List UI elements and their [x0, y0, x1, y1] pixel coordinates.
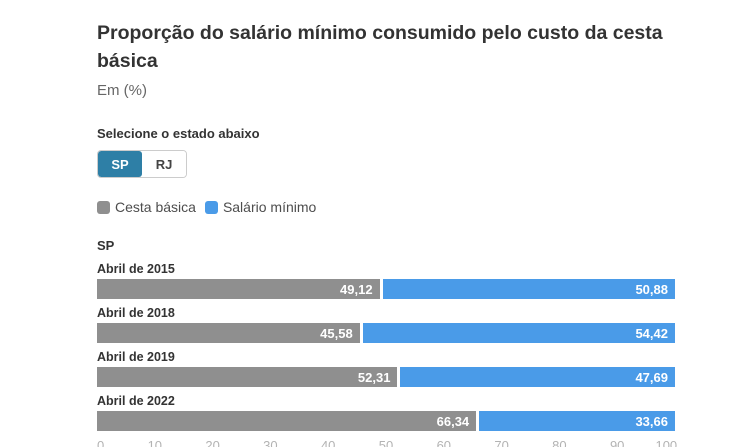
x-axis-tick: 40 — [320, 438, 336, 447]
bar-segment-salario-minimo: 50,88 — [382, 279, 675, 300]
x-axis-tick: 10 — [147, 438, 163, 447]
x-axis-tick: 60 — [436, 438, 452, 447]
x-axis-tick: 0 — [97, 438, 105, 447]
x-axis-tick: 90 — [609, 438, 625, 447]
chart-legend: Cesta básica Salário mínimo — [97, 199, 675, 215]
state-button-sp[interactable]: SP — [98, 151, 142, 178]
legend-item-cesta-basica: Cesta básica — [97, 199, 196, 215]
bar-segment-cesta-basica: 49,12 — [97, 279, 380, 300]
x-axis-tick: 20 — [205, 438, 220, 447]
legend-swatch-gray-icon — [97, 200, 110, 214]
bar-track: 66,34 33,66 — [97, 411, 675, 432]
chart-card: Proporção do salário mínimo consumido pe… — [97, 22, 678, 447]
page-subtitle: Em (%) — [97, 82, 147, 100]
state-selector: SP RJ — [97, 150, 187, 179]
chart-rows: Abril de 2015 49,12 50,88 Abril de 2018 45,5… — [97, 262, 675, 432]
bar-segment-salario-minimo: 33,66 — [479, 411, 675, 432]
bar-segment-cesta-basica: 52,31 — [97, 367, 398, 388]
x-axis-tick: 30 — [263, 438, 278, 447]
chart-row: Abril de 2015 49,12 50,88 — [97, 262, 675, 300]
row-label: Abril de 2015 — [97, 262, 175, 277]
row-label: Abril de 2022 — [97, 394, 175, 409]
x-axis-tick: 50 — [378, 438, 394, 447]
page-title: Proporção do salário mínimo consumido pe… — [97, 22, 663, 72]
legend-label: Salário mínimo — [222, 199, 317, 216]
state-button-rj[interactable]: RJ — [142, 151, 186, 178]
state-selector-label: Selecione o estado abaixo — [97, 126, 260, 142]
legend-swatch-blue-icon — [204, 200, 218, 214]
x-axis-tick: 70 — [494, 438, 509, 447]
x-axis: 0 10 20 30 40 50 60 70 80 90 100 — [97, 438, 678, 447]
bar-segment-cesta-basica: 66,34 — [97, 411, 477, 432]
row-label: Abril de 2018 — [97, 306, 175, 321]
bar-track: 52,31 47,69 — [97, 367, 675, 388]
bar-segment-salario-minimo: 54,42 — [362, 323, 675, 344]
bar-track: 49,12 50,88 — [97, 279, 675, 300]
bar-segment-cesta-basica: 45,58 — [97, 323, 360, 344]
legend-item-salario-minimo: Salário mínimo — [204, 199, 317, 216]
bar-track: 45,58 54,42 — [97, 323, 675, 344]
x-axis-tick: 100 — [655, 438, 678, 447]
legend-label: Cesta básica — [115, 199, 196, 216]
x-axis-tick: 80 — [552, 438, 567, 447]
bar-segment-salario-minimo: 47,69 — [400, 367, 675, 388]
chart-row: Abril de 2022 66,34 33,66 — [97, 394, 675, 432]
chart-group-label: SP — [97, 238, 115, 254]
chart-row: Abril de 2018 45,58 54,42 — [97, 306, 675, 344]
row-label: Abril de 2019 — [97, 350, 175, 365]
chart-row: Abril de 2019 52,31 47,69 — [97, 350, 675, 388]
